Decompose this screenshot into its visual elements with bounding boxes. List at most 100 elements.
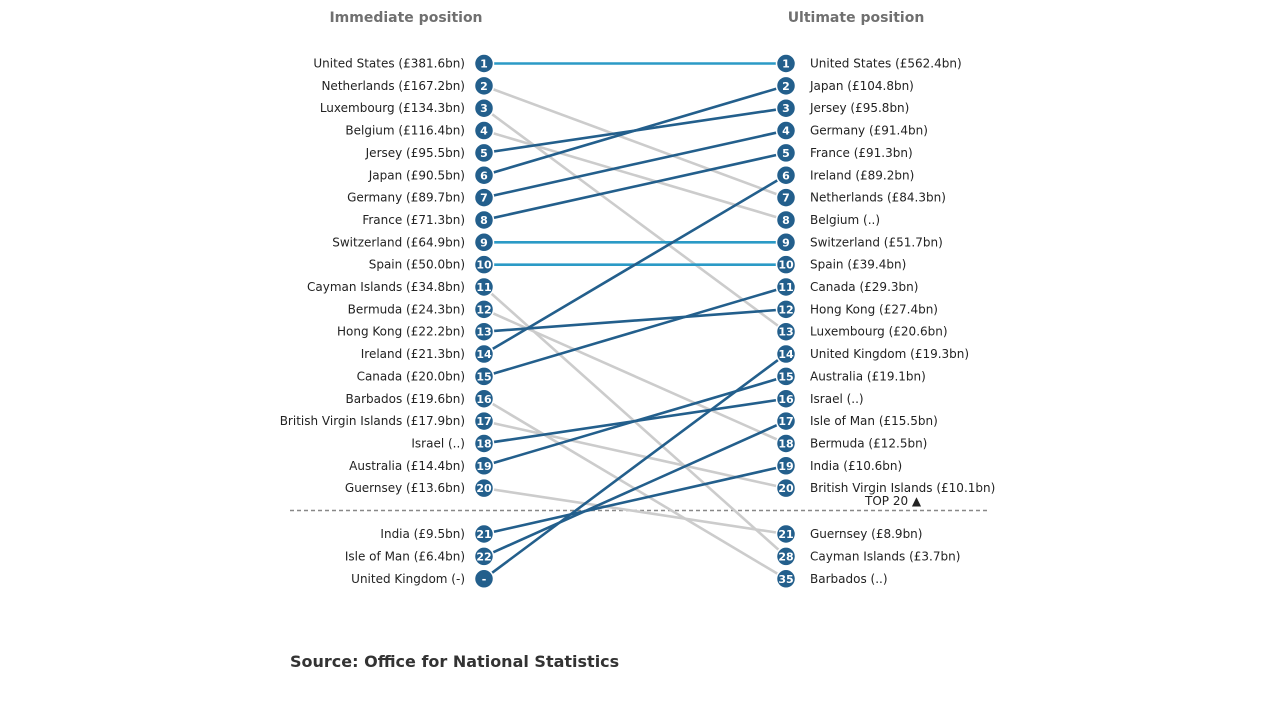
right-country-label: Switzerland (£51.7bn) [810, 235, 943, 249]
left-country-label: Spain (£50.0bn) [369, 258, 465, 272]
left-rank-item: 9 Switzerland (£64.9bn) [332, 232, 495, 253]
slope-line [483, 308, 787, 333]
right-rank-circle [775, 165, 797, 186]
right-country-label: Spain (£39.4bn) [810, 258, 906, 272]
slope-line [483, 84, 787, 199]
right-rank-circle [775, 343, 797, 365]
left-rank-circle [473, 433, 495, 454]
right-country-label: Japan (£104.8bn) [809, 79, 914, 93]
right-rank-circle [775, 120, 797, 141]
left-rank-circle [473, 477, 495, 499]
right-country-label: Australia (£19.1bn) [810, 369, 926, 383]
left-rank-circle [473, 97, 495, 119]
left-rank-circle [473, 187, 495, 208]
left-country-label: France (£71.3bn) [362, 213, 465, 227]
left-country-label: Jersey (£95.5bn) [365, 146, 465, 160]
right-rank-number: 3 [782, 102, 790, 115]
right-rank-item: 2 Japan (£104.8bn) [775, 75, 914, 97]
right-country-label: United Kingdom (£19.3bn) [810, 347, 969, 361]
left-rank-item: - United Kingdom (-) [351, 568, 495, 590]
slope-line [483, 285, 787, 378]
left-country-label: Guernsey (£13.6bn) [345, 481, 465, 495]
left-country-label: Japan (£90.5bn) [368, 168, 465, 182]
left-rank-item: 20 Guernsey (£13.6bn) [345, 477, 495, 499]
left-rank-number: 14 [476, 348, 492, 361]
right-rank-number: 12 [778, 303, 793, 316]
left-rank-number: 8 [480, 214, 488, 227]
right-rank-circle [775, 568, 797, 590]
left-rank-item: 13 Hong Kong (£22.2bn) [337, 321, 495, 342]
left-rank-number: 16 [476, 393, 492, 406]
right-rank-number: 35 [778, 573, 793, 586]
slope-line [483, 486, 787, 536]
left-rank-number: 5 [480, 147, 488, 160]
right-rank-number: 9 [782, 236, 790, 249]
slope-line [483, 464, 787, 536]
left-rank-number: 19 [476, 460, 491, 473]
right-country-label: Guernsey (£8.9bn) [810, 527, 922, 541]
left-country-label: India (£9.5bn) [380, 527, 465, 541]
left-rank-item: 12 Bermuda (£24.3bn) [348, 299, 495, 320]
left-country-label: Bermuda (£24.3bn) [348, 302, 465, 316]
right-country-label: Barbados (..) [810, 572, 888, 586]
right-rank-number: 8 [782, 214, 790, 227]
right-rank-item: 10 Spain (£39.4bn) [775, 254, 906, 275]
right-rank-number: 14 [778, 348, 794, 361]
right-rank-circle [775, 276, 797, 298]
left-rank-number: 7 [480, 192, 488, 205]
slope-line [483, 375, 787, 468]
left-rank-circle [473, 75, 495, 97]
right-country-label: Belgium (..) [810, 213, 880, 227]
right-rank-circle [775, 209, 797, 231]
right-rank-item: 11 Canada (£29.3bn) [775, 276, 918, 298]
left-rank-item: 21 India (£9.5bn) [380, 523, 495, 545]
right-rank-number: 20 [778, 482, 794, 495]
right-rank-item: 16 Israel (..) [775, 388, 864, 409]
right-rank-item: 6 Ireland (£89.2bn) [775, 165, 914, 186]
right-rank-number: 5 [782, 147, 790, 160]
right-rank-item: 35 Barbados (..) [775, 568, 888, 590]
left-rank-circle [473, 142, 495, 164]
right-rank-number: 17 [778, 415, 793, 428]
right-country-label: Netherlands (£84.3bn) [810, 191, 946, 205]
left-rank-number: 21 [476, 528, 491, 541]
left-rank-item: 22 Isle of Man (£6.4bn) [345, 546, 495, 567]
right-rank-circle [775, 142, 797, 164]
slope-line [483, 129, 787, 222]
left-rank-circle [473, 276, 495, 298]
right-rank-number: 15 [778, 370, 793, 383]
left-country-label: Israel (..) [411, 436, 465, 450]
right-rank-circle [775, 75, 797, 97]
source-note: Source: Office for National Statistics [290, 652, 620, 671]
right-rank-item: 21 Guernsey (£8.9bn) [775, 523, 922, 545]
left-rank-number: 15 [476, 370, 491, 383]
left-rank-circle [473, 523, 495, 545]
left-rank-circle [473, 410, 495, 432]
left-rank-item: 2 Netherlands (£167.2bn) [321, 75, 495, 97]
left-rank-item: 15 Canada (£20.0bn) [357, 366, 495, 387]
left-rank-number: 18 [476, 437, 491, 450]
right-rank-circle [775, 187, 797, 208]
right-rank-circle [775, 97, 797, 119]
left-rank-item: 17 British Virgin Islands (£17.9bn) [280, 410, 495, 432]
right-rank-circle [775, 299, 797, 320]
right-rank-circle [775, 455, 797, 477]
right-rank-item: 3 Jersey (£95.8bn) [775, 97, 909, 119]
right-country-label: Israel (..) [810, 392, 864, 406]
left-rank-circle [473, 568, 495, 590]
right-rank-item: 20 British Virgin Islands (£10.1bn) [775, 477, 995, 499]
left-rank-circle [473, 209, 495, 231]
left-rank-item: 4 Belgium (£116.4bn) [345, 120, 495, 141]
slope-line [483, 353, 787, 580]
right-rank-number: 1 [782, 58, 790, 71]
right-rank-number: 7 [782, 192, 790, 205]
right-rank-item: 7 Netherlands (£84.3bn) [775, 187, 946, 208]
right-rank-item: 5 France (£91.3bn) [775, 142, 913, 164]
slope-lines [483, 62, 787, 580]
left-country-label: Ireland (£21.3bn) [361, 347, 465, 361]
right-rank-circle [775, 254, 797, 275]
left-country-label: Cayman Islands (£34.8bn) [307, 280, 465, 294]
top20-label: TOP 20 ▲ [864, 494, 922, 508]
left-rank-number: 13 [476, 326, 491, 339]
